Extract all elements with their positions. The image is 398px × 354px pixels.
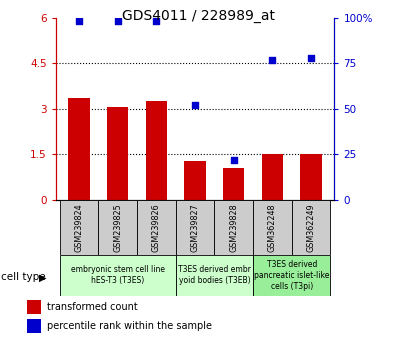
Text: ▶: ▶ bbox=[39, 272, 46, 282]
Point bbox=[269, 57, 275, 62]
Text: T3ES derived embr
yoid bodies (T3EB): T3ES derived embr yoid bodies (T3EB) bbox=[178, 265, 251, 285]
Bar bbox=[60, 255, 176, 296]
Text: GSM239826: GSM239826 bbox=[152, 203, 161, 252]
Text: GSM239827: GSM239827 bbox=[191, 203, 199, 252]
Bar bbox=[184, 160, 206, 200]
Point bbox=[115, 18, 121, 24]
Text: GSM362248: GSM362248 bbox=[268, 203, 277, 252]
Bar bbox=[300, 154, 322, 200]
Bar bbox=[215, 200, 253, 255]
Text: GDS4011 / 228989_at: GDS4011 / 228989_at bbox=[123, 9, 275, 23]
Text: transformed count: transformed count bbox=[47, 302, 138, 312]
Bar bbox=[176, 255, 253, 296]
Bar bbox=[253, 200, 292, 255]
Bar bbox=[60, 200, 98, 255]
Bar bbox=[68, 98, 90, 200]
Text: T3ES derived
pancreatic islet-like
cells (T3pi): T3ES derived pancreatic islet-like cells… bbox=[254, 259, 330, 291]
Text: GSM362249: GSM362249 bbox=[306, 203, 316, 252]
Point bbox=[192, 102, 198, 108]
Bar bbox=[98, 200, 137, 255]
Text: percentile rank within the sample: percentile rank within the sample bbox=[47, 321, 212, 331]
Bar bbox=[253, 255, 330, 296]
Bar bbox=[137, 200, 176, 255]
Text: GSM239828: GSM239828 bbox=[229, 203, 238, 252]
Bar bbox=[223, 168, 244, 200]
Bar bbox=[107, 107, 128, 200]
Bar bbox=[176, 200, 215, 255]
Text: cell type: cell type bbox=[1, 272, 46, 282]
Bar bbox=[262, 154, 283, 200]
Point bbox=[76, 18, 82, 24]
Bar bbox=[146, 101, 167, 200]
Text: GSM239824: GSM239824 bbox=[74, 203, 84, 252]
Bar bbox=[292, 200, 330, 255]
Text: GSM239825: GSM239825 bbox=[113, 203, 122, 252]
Text: embryonic stem cell line
hES-T3 (T3ES): embryonic stem cell line hES-T3 (T3ES) bbox=[70, 265, 165, 285]
Bar bbox=[27, 319, 41, 333]
Bar bbox=[27, 300, 41, 314]
Point bbox=[153, 18, 160, 24]
Point bbox=[230, 157, 237, 163]
Point bbox=[308, 55, 314, 61]
